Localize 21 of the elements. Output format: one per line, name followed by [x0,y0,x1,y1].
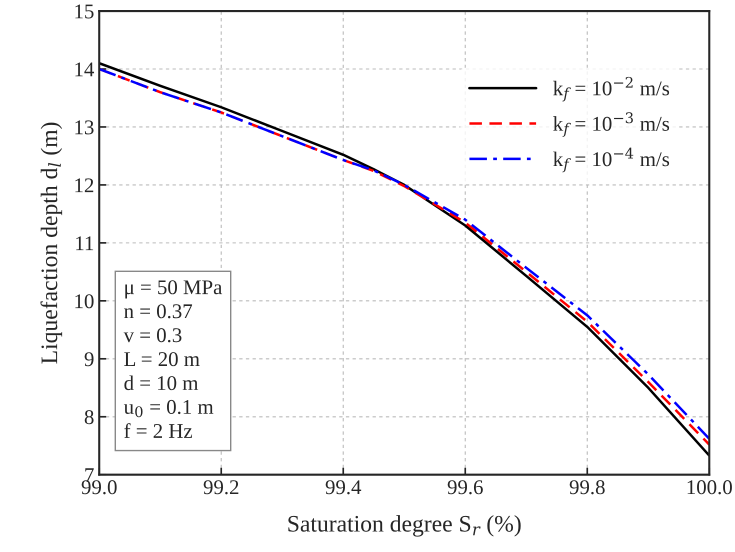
y-tick-label: 7 [85,468,94,482]
x-tick-label: 99.0 [82,480,117,494]
y-tick-label: 14 [75,62,94,76]
y-axis-title: Liquefaction depth d$_{l}$ (m) [40,122,62,364]
legend-label: k$_{f}$ = 10$^{−2}$ m/s [553,76,670,102]
x-tick-label: 99.6 [448,480,483,494]
legend-label: k$_{f}$ = 10$^{−4}$ m/s [553,148,670,172]
y-tick-label: 8 [84,410,94,424]
y-tick-label: 11 [76,236,94,250]
text: μ = 50 MPa n = 0.37 v = 0.3 L = 20 m d = 10 m u$_{0}$ = 0.1 m f = 2 Hz [124,280,222,438]
y-tick-label: 10 [75,294,94,308]
y-tick-label: 13 [75,120,94,134]
x-tick-label: 99.8 [570,480,605,494]
x-tick-label: 99.4 [326,480,362,494]
y-tick-label: 15 [75,4,94,18]
y-tick-label: 9 [84,352,94,366]
y-tick-label: 12 [75,178,94,192]
legend-label: k$_{f}$ = 10$^{−3}$ m/s [553,112,670,137]
x-tick-label: 100.0 [688,480,732,494]
x-axis-title: Saturation degree S$_{r}$ (%) [288,515,521,537]
x-tick-label: 99.2 [204,480,238,494]
